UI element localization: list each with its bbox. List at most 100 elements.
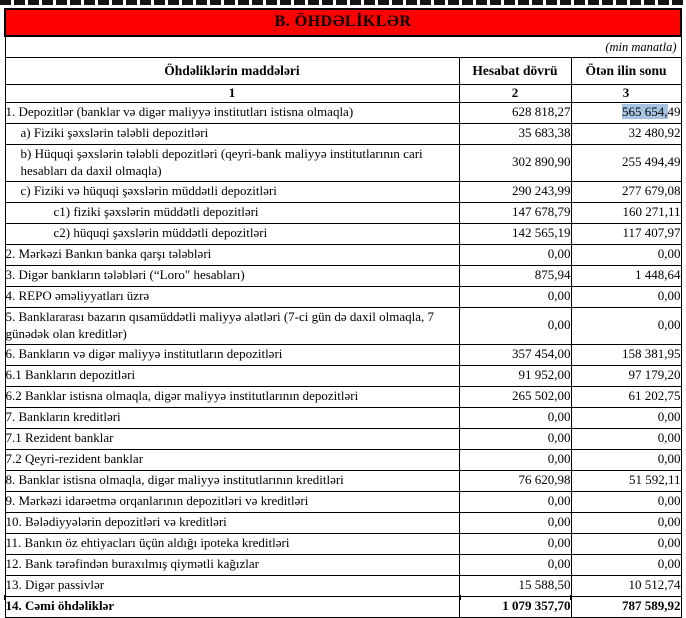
table-row: 12. Bank tərəfindən buraxılmış qiymətli …	[4, 553, 682, 576]
current-value-cell: 357 454,00	[458, 343, 572, 366]
item-label-cell: 7.1 Rezident banklar	[4, 427, 460, 450]
table-row: 6.1 Bankların depozitləri 91 952,00 97 1…	[4, 364, 682, 387]
current-value-cell: 0,00	[458, 306, 572, 345]
prev-value-cell: 0,00	[570, 427, 682, 450]
col-header-prev-year-end: Ötən ilin sonu	[570, 57, 682, 85]
current-value-cell: 0,00	[458, 490, 572, 513]
item-label-cell: 4. REPO əməliyyatları üzrə	[4, 285, 460, 308]
prev-value-cell: 0,00	[570, 306, 682, 345]
prev-value-cell: 97 179,20	[570, 364, 682, 387]
prev-value-cell: 277 679,08	[570, 180, 682, 203]
table-row: 11. Bankın öz ehtiyacları üçün aldığı ip…	[4, 532, 682, 555]
item-label-cell: 7. Bankların kreditləri	[4, 406, 460, 429]
current-value-cell: 15 588,50	[458, 574, 572, 597]
table-row-total-liabilities: 14. Cəmi öhdəliklər 1 079 357,70 787 589…	[4, 595, 682, 618]
item-label-cell: c1) fiziki şəxslərin müddətli depozitlər…	[4, 201, 460, 224]
item-label-cell: 1. Depozitlər (banklar və digər maliyyə …	[4, 101, 460, 124]
current-value-cell: 302 890,90	[458, 143, 572, 182]
current-value-cell: 91 952,00	[458, 364, 572, 387]
item-label-cell: 11. Bankın öz ehtiyacları üçün aldığı ip…	[4, 532, 460, 555]
current-value-cell: 147 678,79	[458, 201, 572, 224]
table-row: 10. Bələdiyyələrin depozitləri və kredit…	[4, 511, 682, 534]
prev-value-cell: 1 448,64	[570, 264, 682, 287]
prev-value-cell: 0,00	[570, 406, 682, 429]
prev-value-cell: 160 271,11	[570, 201, 682, 224]
prev-value-cell: 787 589,92	[570, 595, 682, 618]
prev-value-cell: 0,00	[570, 243, 682, 266]
table-row: 4. REPO əməliyyatları üzrə 0,00 0,00	[4, 285, 682, 308]
table-row: 7. Bankların kreditləri 0,00 0,00	[4, 406, 682, 429]
table-row: 2. Mərkəzi Bankın banka qarşı tələbləri …	[4, 243, 682, 266]
item-label-cell: 8. Banklar istisna olmaqla, digər maliyy…	[4, 469, 460, 492]
current-value-cell: 0,00	[458, 532, 572, 555]
table-row: 7.1 Rezident banklar 0,00 0,00	[4, 427, 682, 450]
prev-value-cell: 0,00	[570, 490, 682, 513]
cut-off-row-edge	[0, 0, 686, 6]
prev-value-cell: 51 592,11	[570, 469, 682, 492]
current-value-cell: 0,00	[458, 427, 572, 450]
table-row-deposits-total: 1. Depozitlər (banklar və digər maliyyə …	[4, 101, 682, 124]
current-value-cell: 76 620,98	[458, 469, 572, 492]
table-row: 7.2 Qeyri-rezident banklar 0,00 0,00	[4, 448, 682, 471]
table-row: 6.2 Banklar istisna olmaqla, digər maliy…	[4, 385, 682, 408]
current-value-cell: 142 565,19	[458, 222, 572, 245]
table-row: 9. Mərkəzi idarəetmə orqanlarının depozi…	[4, 490, 682, 513]
prev-value-cell: 565 654,49	[570, 101, 682, 124]
item-label-cell: 6. Bankların və digər maliyyə institutla…	[4, 343, 460, 366]
cut-off-grid-stub	[570, 595, 572, 600]
column-header-row: Öhdəliklərin maddələri Hesabat dövrü Ötə…	[4, 57, 682, 85]
item-label-cell: 10. Bələdiyyələrin depozitləri və kredit…	[4, 511, 460, 534]
prev-value-cell: 32 480,92	[570, 122, 682, 145]
liabilities-table: B. ÖHDƏLİKLƏR (min manatla) Öhdəliklərin…	[3, 8, 683, 618]
table-row: a) Fiziki şəxslərin tələbli depozitləri …	[4, 122, 682, 145]
table-row: b) Hüquqi şəxslərin tələbli depozitləri …	[4, 143, 682, 182]
unselected-text: 49	[667, 104, 681, 120]
table-row: c) Fiziki və hüquqi şəxslərin müddətli d…	[4, 180, 682, 203]
item-label-cell: 7.2 Qeyri-rezident banklar	[4, 448, 460, 471]
table-row: 8. Banklar istisna olmaqla, digər maliyy…	[4, 469, 682, 492]
cut-off-grid-stub	[459, 595, 461, 600]
current-value-cell: 0,00	[458, 406, 572, 429]
prev-value-cell: 158 381,95	[570, 343, 682, 366]
item-label-cell: c2) hüquqi şəxslərin müddətli depozitlər…	[4, 222, 460, 245]
current-value-cell: 265 502,00	[458, 385, 572, 408]
item-label-cell: 9. Mərkəzi idarəetmə orqanlarının depozi…	[4, 490, 460, 513]
col-index-3: 3	[570, 84, 682, 103]
unit-note: (min manatla)	[4, 35, 682, 58]
column-index-row: 1 2 3	[4, 84, 682, 103]
item-label-cell: b) Hüquqi şəxslərin tələbli depozitləri …	[4, 143, 460, 182]
item-label-cell: c) Fiziki və hüquqi şəxslərin müddətli d…	[4, 180, 460, 203]
table-row: 13. Digər passivlər 15 588,50 10 512,74	[4, 574, 682, 597]
item-label-cell: 6.2 Banklar istisna olmaqla, digər maliy…	[4, 385, 460, 408]
section-banner: B. ÖHDƏLİKLƏR	[3, 8, 683, 37]
table-row: 3. Digər bankların tələbləri (“Loro" hes…	[4, 264, 682, 287]
current-value-cell: 0,00	[458, 511, 572, 534]
section-title: B. ÖHDƏLİKLƏR	[3, 8, 683, 37]
current-value-cell: 0,00	[458, 243, 572, 266]
item-label-cell: 2. Mərkəzi Bankın banka qarşı tələbləri	[4, 243, 460, 266]
prev-value-cell: 0,00	[570, 285, 682, 308]
prev-value-cell: 10 512,74	[570, 574, 682, 597]
col-index-1: 1	[4, 84, 460, 103]
current-value-cell: 35 683,38	[458, 122, 572, 145]
item-label-cell: 6.1 Bankların depozitləri	[4, 364, 460, 387]
item-label-cell: 5. Banklararası bazarın qısamüddətli mal…	[4, 306, 460, 345]
table-row: 6. Bankların və digər maliyyə institutla…	[4, 343, 682, 366]
prev-value-cell: 255 494,49	[570, 143, 682, 182]
col-index-2: 2	[458, 84, 572, 103]
item-label-cell: a) Fiziki şəxslərin tələbli depozitləri	[4, 122, 460, 145]
prev-value-cell: 0,00	[570, 553, 682, 576]
item-label-cell: 14. Cəmi öhdəliklər	[4, 595, 460, 618]
current-value-cell: 0,00	[458, 285, 572, 308]
current-value-cell: 290 243,99	[458, 180, 572, 203]
selected-text[interactable]: 565 654,	[622, 104, 668, 120]
current-value-cell: 628 818,27	[458, 101, 572, 124]
prev-value-cell: 0,00	[570, 511, 682, 534]
current-value-cell: 0,00	[458, 553, 572, 576]
unit-note-row: (min manatla)	[4, 35, 682, 58]
current-value-cell: 1 079 357,70	[458, 595, 572, 618]
prev-value-cell: 0,00	[570, 532, 682, 555]
current-value-cell: 0,00	[458, 448, 572, 471]
col-header-reporting-period: Hesabat dövrü	[458, 57, 572, 85]
